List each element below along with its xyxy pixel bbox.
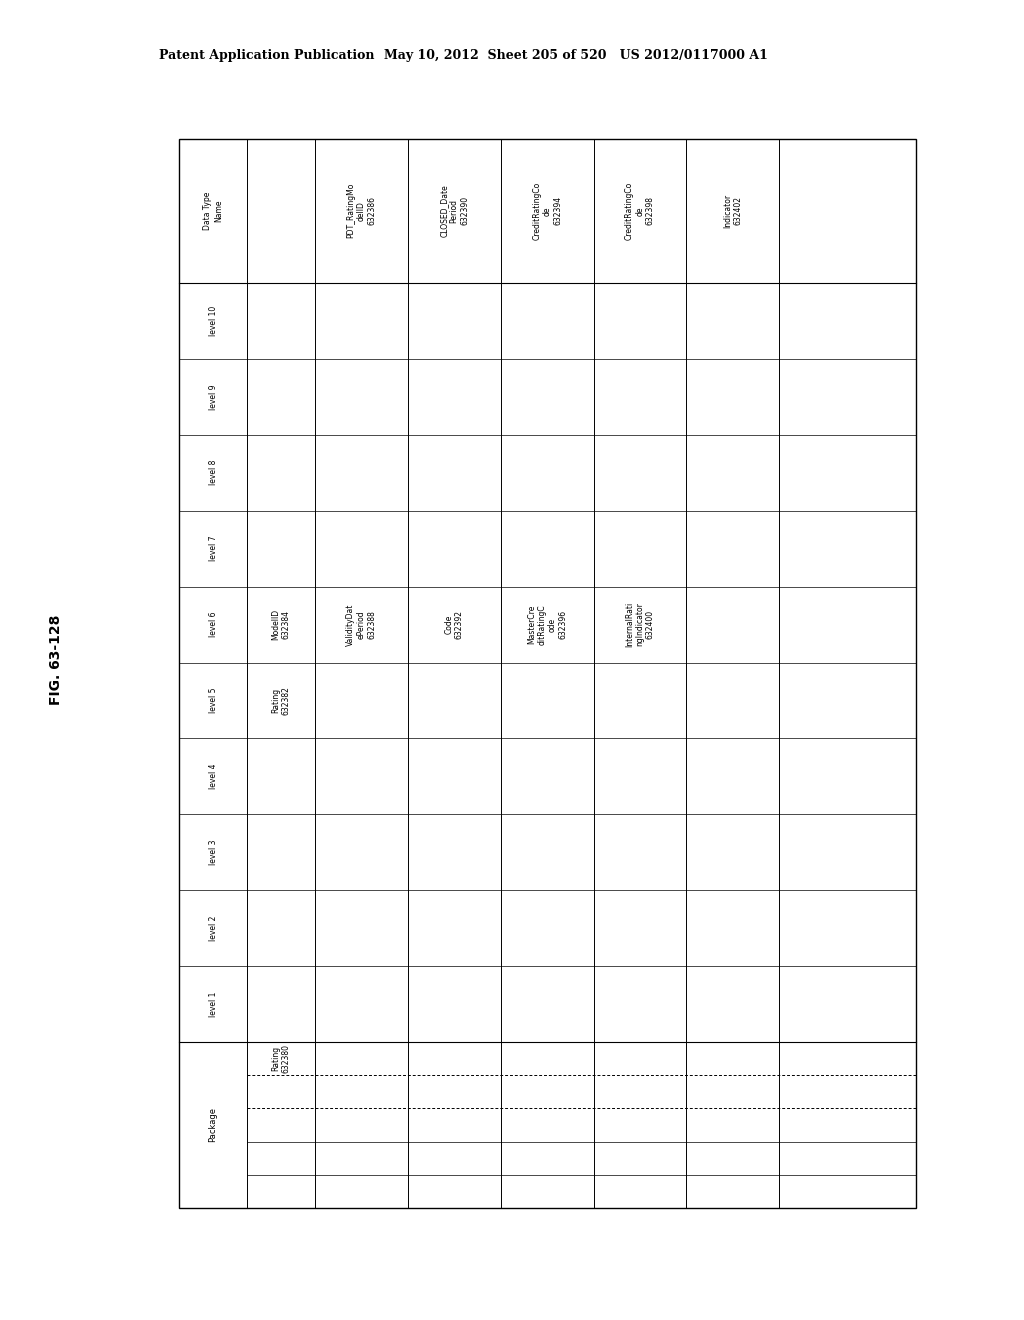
Text: level 1: level 1 (209, 991, 218, 1016)
Text: level 10: level 10 (209, 306, 218, 337)
Text: CreditRatingCo
de
632398: CreditRatingCo de 632398 (625, 182, 655, 240)
Text: level 4: level 4 (209, 764, 218, 789)
Text: level 7: level 7 (209, 536, 218, 561)
Text: Code
632392: Code 632392 (444, 610, 464, 639)
Text: level 8: level 8 (209, 461, 218, 486)
Text: InternalRati
ngIndicator
632400: InternalRati ngIndicator 632400 (625, 602, 655, 647)
Text: Rating
632382: Rating 632382 (271, 686, 291, 715)
Text: MasterCre
ditRatingC
ode
632396: MasterCre ditRatingC ode 632396 (527, 605, 567, 645)
Text: Data Type
Name: Data Type Name (204, 191, 223, 230)
Text: PDT_RatingMo
dellD
632386: PDT_RatingMo dellD 632386 (346, 183, 376, 239)
Text: Indicator
632402: Indicator 632402 (723, 194, 742, 228)
Text: May 10, 2012  Sheet 205 of 520   US 2012/0117000 A1: May 10, 2012 Sheet 205 of 520 US 2012/01… (384, 49, 768, 62)
Text: Package: Package (209, 1107, 218, 1142)
Text: FIG. 63-128: FIG. 63-128 (49, 615, 63, 705)
Bar (179, 139, 916, 1208)
Text: CreditRatingCo
de
632394: CreditRatingCo de 632394 (532, 182, 562, 240)
Text: CLOSED_Date
Period
632390: CLOSED_Date Period 632390 (439, 185, 469, 238)
Text: level 9: level 9 (209, 384, 218, 409)
Text: level 6: level 6 (209, 611, 218, 638)
Text: level 3: level 3 (209, 840, 218, 865)
Text: ValidityDat
ePeriod
632388: ValidityDat ePeriod 632388 (346, 603, 376, 645)
Text: Rating
632380: Rating 632380 (271, 1044, 291, 1073)
Text: ModelID
632384: ModelID 632384 (271, 609, 291, 640)
Text: level 2: level 2 (209, 916, 218, 941)
Text: Patent Application Publication: Patent Application Publication (159, 49, 374, 62)
Text: level 5: level 5 (209, 688, 218, 713)
